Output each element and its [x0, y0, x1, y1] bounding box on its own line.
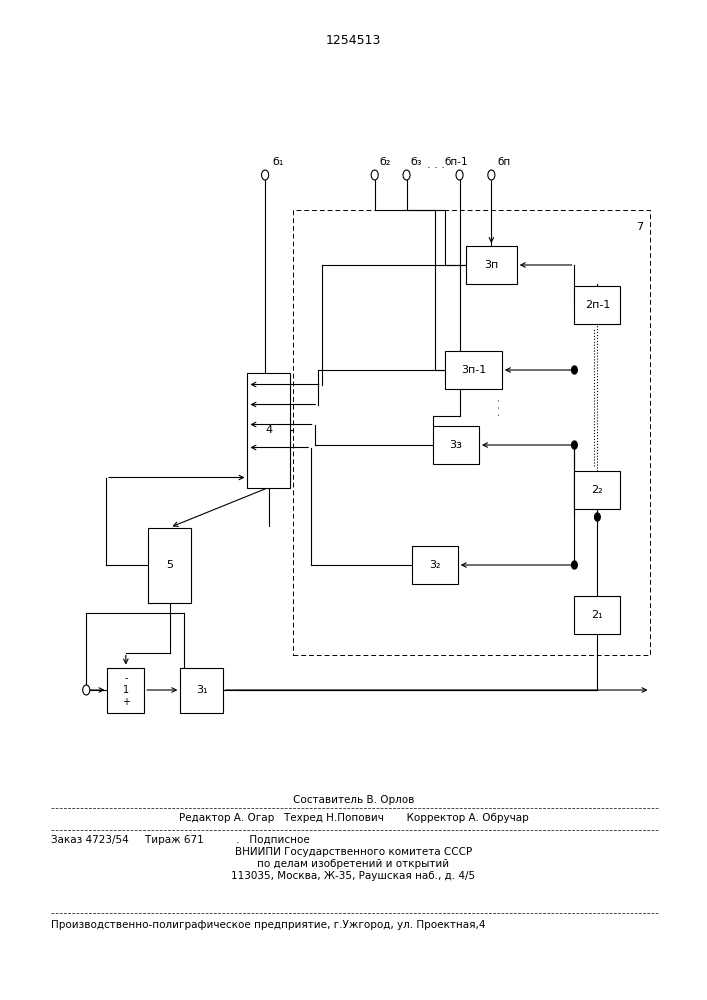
- Text: 7: 7: [636, 222, 643, 232]
- Text: 3₁: 3₁: [196, 685, 207, 695]
- Text: . . .: . . .: [491, 399, 502, 416]
- Text: ВНИИПИ Государственного комитета СССР: ВНИИПИ Государственного комитета СССР: [235, 847, 472, 857]
- Text: по делам изобретений и открытий: по делам изобретений и открытий: [257, 859, 450, 869]
- Bar: [180, 668, 223, 712]
- Bar: [107, 668, 144, 712]
- Text: бп: бп: [497, 157, 510, 167]
- Text: Редактор А. Огар   Техред Н.Попович       Корректор А. Обручар: Редактор А. Огар Техред Н.Попович Коррек…: [179, 813, 528, 823]
- Text: 3п-1: 3п-1: [461, 365, 486, 375]
- Text: 3₂: 3₂: [429, 560, 440, 570]
- Bar: [411, 546, 458, 584]
- Circle shape: [262, 170, 269, 180]
- Bar: [247, 372, 290, 488]
- Text: 3з: 3з: [450, 440, 462, 450]
- Text: 1254513: 1254513: [326, 33, 381, 46]
- Text: 4: 4: [265, 425, 272, 435]
- Bar: [466, 246, 517, 284]
- Text: 5: 5: [166, 560, 173, 570]
- Text: Составитель В. Орлов: Составитель В. Орлов: [293, 795, 414, 805]
- Bar: [574, 286, 621, 324]
- Text: 2п-1: 2п-1: [585, 300, 610, 310]
- Text: 2₂: 2₂: [592, 485, 603, 495]
- Bar: [445, 351, 502, 389]
- Bar: [574, 471, 621, 509]
- Text: 2₁: 2₁: [592, 610, 603, 620]
- Text: бп-1: бп-1: [444, 157, 468, 167]
- Circle shape: [595, 513, 600, 521]
- Circle shape: [371, 170, 378, 180]
- Circle shape: [572, 441, 577, 449]
- Text: 113035, Москва, Ж-35, Раушская наб., д. 4/5: 113035, Москва, Ж-35, Раушская наб., д. …: [231, 871, 476, 881]
- Text: . . .: . . .: [427, 160, 445, 170]
- Bar: [433, 426, 479, 464]
- Text: Заказ 4723/54     Тираж 671          .   Подписное: Заказ 4723/54 Тираж 671 . Подписное: [51, 835, 310, 845]
- Bar: [148, 528, 191, 602]
- Circle shape: [572, 366, 577, 374]
- Circle shape: [572, 561, 577, 569]
- Text: 3п: 3п: [484, 260, 498, 270]
- Circle shape: [488, 170, 495, 180]
- Text: -
1
+: - 1 +: [122, 673, 130, 707]
- Text: б₁: б₁: [272, 157, 284, 167]
- Bar: [574, 596, 621, 634]
- Text: б₂: б₂: [379, 157, 390, 167]
- Text: Производственно-полиграфическое предприятие, г.Ужгород, ул. Проектная,4: Производственно-полиграфическое предприя…: [51, 920, 486, 930]
- Circle shape: [83, 685, 90, 695]
- Circle shape: [403, 170, 410, 180]
- Text: б₃: б₃: [411, 157, 422, 167]
- Circle shape: [456, 170, 463, 180]
